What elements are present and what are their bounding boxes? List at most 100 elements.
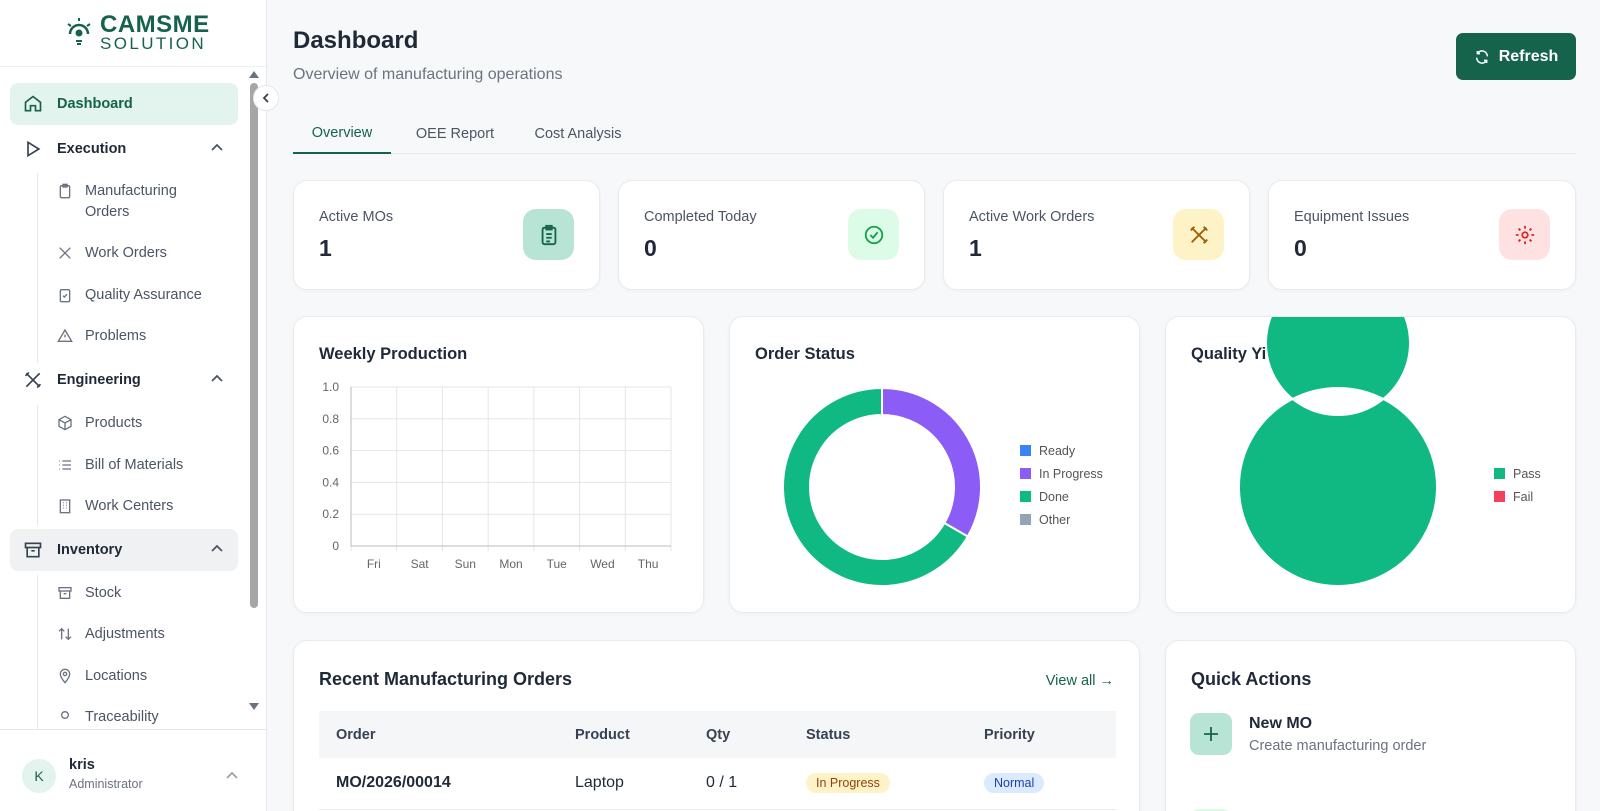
section-title: Quick Actions bbox=[1191, 669, 1312, 689]
stat-value: 0 bbox=[644, 235, 657, 261]
order-status-legend: Ready In Progress Done Other bbox=[1020, 439, 1103, 531]
legend-label: Fail bbox=[1513, 489, 1534, 504]
sidebar-item-problems[interactable]: Problems bbox=[56, 326, 236, 347]
stat-value: 1 bbox=[319, 235, 332, 261]
legend-item[interactable]: In Progress bbox=[1020, 462, 1103, 485]
table-header-row: Order Product Qty Status Priority bbox=[319, 711, 1116, 758]
tab-oee-report[interactable]: OEE Report bbox=[415, 125, 495, 142]
tab-cost-analysis[interactable]: Cost Analysis bbox=[534, 125, 622, 142]
scroll-up-arrow[interactable] bbox=[249, 70, 259, 78]
clipboard-icon bbox=[523, 209, 574, 260]
chevron-up-icon bbox=[211, 544, 223, 552]
plus-icon bbox=[1190, 713, 1232, 755]
legend-item[interactable]: Other bbox=[1020, 508, 1103, 531]
chevron-up-icon[interactable] bbox=[225, 769, 239, 783]
order-status-chart bbox=[782, 386, 982, 587]
sidebar-item-label: Stock bbox=[85, 585, 122, 601]
sidebar-item-quality-assurance[interactable]: Quality Assurance bbox=[56, 285, 236, 306]
y-tick-label: 0.8 bbox=[322, 412, 339, 426]
view-all-link[interactable]: View all → bbox=[1045, 673, 1114, 689]
x-tick-label: Tue bbox=[547, 557, 568, 571]
x-tick-label: Mon bbox=[499, 557, 522, 571]
quality-yield-chart bbox=[1237, 317, 1438, 587]
sidebar-item-manufacturing-orders[interactable]: Manufacturing Orders bbox=[56, 181, 236, 223]
sidebar-item-stock[interactable]: Stock bbox=[56, 583, 236, 604]
arrows-up-down-icon bbox=[56, 624, 74, 644]
pie-slice[interactable] bbox=[782, 386, 970, 587]
sidebar-nav: Dashboard Execution Manufacturing Orders… bbox=[0, 67, 256, 729]
table-row[interactable]: MO/2026/00014 Laptop 0 / 1 In Progress N… bbox=[319, 758, 1116, 810]
quick-action-desc: Create manufacturing order bbox=[1249, 738, 1427, 754]
sidebar-item-bill-of-materials[interactable]: Bill of Materials bbox=[56, 455, 236, 476]
user-name: kris bbox=[69, 757, 95, 773]
stat-card-equipment-issues[interactable]: Equipment Issues 0 bbox=[1268, 180, 1576, 290]
sidebar-item-traceability[interactable]: Traceability bbox=[56, 707, 236, 728]
column-header[interactable]: Qty bbox=[689, 711, 789, 758]
chevron-up-icon bbox=[211, 374, 223, 382]
sidebar-item-execution[interactable]: Execution bbox=[10, 128, 238, 170]
user-role: Administrator bbox=[69, 777, 143, 791]
quick-action-new-mo[interactable]: New MO Create manufacturing order bbox=[1180, 713, 1560, 773]
quality-yield-legend: Pass Fail bbox=[1494, 462, 1541, 508]
page-title: Dashboard bbox=[293, 27, 419, 54]
sidebar-item-label: Adjustments bbox=[85, 626, 165, 642]
column-header[interactable]: Priority bbox=[967, 711, 1116, 758]
weekly-production-chart: 1.0 0.8 0.6 0.4 0.2 0 Fri Sat Sun Mon Tue Wed Thu bbox=[322, 380, 672, 571]
status-badge: In Progress bbox=[806, 773, 890, 794]
pie-slice[interactable] bbox=[1237, 317, 1438, 587]
scroll-down-arrow[interactable] bbox=[249, 703, 259, 711]
refresh-button[interactable]: Refresh bbox=[1456, 33, 1576, 80]
sidebar-item-products[interactable]: Products bbox=[56, 413, 236, 434]
y-tick-label: 0 bbox=[332, 539, 339, 553]
sidebar-item-inventory[interactable]: Inventory bbox=[10, 529, 238, 571]
y-tick-label: 0.4 bbox=[322, 475, 339, 489]
stat-card-completed-today[interactable]: Completed Today 0 bbox=[618, 180, 925, 290]
order-id[interactable]: MO/2026/00014 bbox=[319, 758, 558, 810]
sidebar-item-dashboard[interactable]: Dashboard bbox=[10, 83, 238, 125]
sidebar-item-locations[interactable]: Locations bbox=[56, 666, 236, 687]
stat-label: Active MOs bbox=[319, 209, 394, 225]
pie-slice[interactable] bbox=[881, 386, 982, 538]
avatar[interactable]: K bbox=[22, 759, 56, 793]
sidebar-item-label: Work Orders bbox=[85, 245, 167, 261]
logo[interactable]: CAMSME SOLUTION bbox=[0, 0, 266, 67]
quantity: 0 / 1 bbox=[689, 758, 789, 810]
x-tick-label: Thu bbox=[638, 557, 659, 571]
wrench-icon bbox=[23, 370, 43, 390]
legend-swatch bbox=[1020, 491, 1031, 502]
legend-item[interactable]: Pass bbox=[1494, 462, 1541, 485]
legend-swatch bbox=[1494, 491, 1505, 502]
sidebar-item-label: Execution bbox=[57, 141, 127, 157]
weekly-production-card: Weekly Production 1.0 0.8 0.6 0.4 0.2 0 Fri Sat… bbox=[293, 316, 704, 613]
chevron-up-icon bbox=[211, 143, 223, 151]
refresh-icon bbox=[1475, 49, 1488, 64]
x-tick-label: Fri bbox=[367, 557, 381, 571]
sidebar-item-engineering[interactable]: Engineering bbox=[10, 359, 238, 401]
column-header[interactable]: Product bbox=[558, 711, 689, 758]
legend-swatch bbox=[1020, 514, 1031, 525]
sidebar-item-work-orders[interactable]: Work Orders bbox=[56, 243, 236, 264]
sidebar-item-label: Manufacturing Orders bbox=[85, 183, 177, 220]
tab-overview[interactable]: Overview bbox=[293, 113, 391, 154]
scrollbar-thumb[interactable] bbox=[250, 83, 258, 608]
collapse-sidebar-button[interactable] bbox=[253, 85, 279, 111]
stat-label: Active Work Orders bbox=[969, 209, 1095, 225]
stat-card-active-mos[interactable]: Active MOs 1 bbox=[293, 180, 600, 290]
priority-cell: Normal bbox=[967, 758, 1116, 810]
list-icon bbox=[56, 455, 74, 475]
column-header[interactable]: Status bbox=[789, 711, 967, 758]
chevron-left-icon bbox=[262, 93, 269, 103]
brand-tagline: SOLUTION bbox=[100, 34, 207, 53]
legend-item[interactable]: Done bbox=[1020, 485, 1103, 508]
sidebar-item-label: Work Centers bbox=[85, 498, 174, 514]
legend-item[interactable]: Ready bbox=[1020, 439, 1103, 462]
quick-action-icon[interactable] bbox=[1190, 809, 1232, 811]
legend-label: In Progress bbox=[1039, 466, 1103, 481]
quick-action-label: New MO bbox=[1249, 715, 1313, 732]
legend-item[interactable]: Fail bbox=[1494, 485, 1541, 508]
y-tick-label: 1.0 bbox=[322, 380, 339, 394]
column-header[interactable]: Order bbox=[319, 711, 558, 758]
stat-card-active-work-orders[interactable]: Active Work Orders 1 bbox=[943, 180, 1250, 290]
sidebar-item-work-centers[interactable]: Work Centers bbox=[56, 496, 236, 517]
sidebar-item-adjustments[interactable]: Adjustments bbox=[56, 624, 236, 645]
